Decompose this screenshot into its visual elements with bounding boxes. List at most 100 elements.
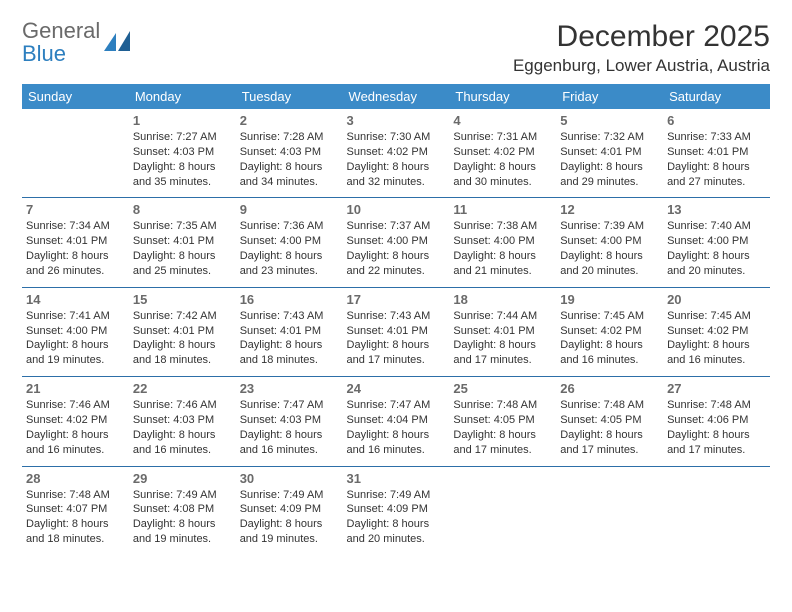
calendar-cell: 31Sunrise: 7:49 AMSunset: 4:09 PMDayligh… (343, 466, 450, 555)
calendar-cell: 11Sunrise: 7:38 AMSunset: 4:00 PMDayligh… (449, 198, 556, 287)
sunrise-line: Sunrise: 7:30 AM (347, 130, 446, 145)
logo-text-general: General (22, 18, 100, 43)
sunrise-line: Sunrise: 7:42 AM (133, 309, 232, 324)
calendar-table: Sunday Monday Tuesday Wednesday Thursday… (22, 84, 770, 555)
calendar-cell (556, 466, 663, 555)
daylight-line: Daylight: 8 hours and 25 minutes. (133, 249, 232, 279)
calendar-week-row: 21Sunrise: 7:46 AMSunset: 4:02 PMDayligh… (22, 377, 770, 466)
calendar-cell: 14Sunrise: 7:41 AMSunset: 4:00 PMDayligh… (22, 287, 129, 376)
day-number: 5 (560, 113, 659, 128)
day-number: 23 (240, 381, 339, 396)
calendar-cell: 28 Sunrise: 7:48 AMSunset: 4:07 PMDayligh… (22, 466, 129, 555)
day-number: 7 (26, 202, 125, 217)
calendar-cell: 19Sunrise: 7:45 AMSunset: 4:02 PMDayligh… (556, 287, 663, 376)
calendar-cell (449, 466, 556, 555)
day-number: 18 (453, 292, 552, 307)
day-number: 1 (133, 113, 232, 128)
daylight-line: Daylight: 8 hours and 16 minutes. (133, 428, 232, 458)
calendar-cell: 29Sunrise: 7:49 AMSunset: 4:08 PMDayligh… (129, 466, 236, 555)
sunrise-line: Sunrise: 7:41 AM (26, 309, 125, 324)
day-number: 16 (240, 292, 339, 307)
dayhead-saturday: Saturday (663, 84, 770, 109)
daylight-line: Daylight: 8 hours and 26 minutes. (26, 249, 125, 279)
daylight-line: Daylight: 8 hours and 20 minutes. (667, 249, 766, 279)
calendar-cell: 18Sunrise: 7:44 AMSunset: 4:01 PMDayligh… (449, 287, 556, 376)
logo: General Blue (22, 20, 132, 66)
day-number: 27 (667, 381, 766, 396)
calendar-cell: 30Sunrise: 7:49 AMSunset: 4:09 PMDayligh… (236, 466, 343, 555)
dayhead-thursday: Thursday (449, 84, 556, 109)
sunrise-line: Sunrise: 7:49 AM (347, 488, 446, 503)
daylight-line: Daylight: 8 hours and 17 minutes. (347, 338, 446, 368)
sunrise-line: Sunrise: 7:48 AM (560, 398, 659, 413)
sunrise-line: Sunrise: 7:45 AM (667, 309, 766, 324)
daylight-line: Daylight: 8 hours and 17 minutes. (560, 428, 659, 458)
sunrise-line: Sunrise: 7:46 AM (133, 398, 232, 413)
day-number: 9 (240, 202, 339, 217)
daylight-line: Daylight: 8 hours and 16 minutes. (560, 338, 659, 368)
day-number: 4 (453, 113, 552, 128)
day-number: 22 (133, 381, 232, 396)
daylight-line: Daylight: 8 hours and 16 minutes. (347, 428, 446, 458)
daylight-line: Daylight: 8 hours and 17 minutes. (453, 428, 552, 458)
daylight-line: Daylight: 8 hours and 23 minutes. (240, 249, 339, 279)
daylight-line: Daylight: 8 hours and 27 minutes. (667, 160, 766, 190)
day-number: 28 (26, 471, 125, 486)
calendar-cell: 23Sunrise: 7:47 AMSunset: 4:03 PMDayligh… (236, 377, 343, 466)
sunset-line: Sunset: 4:00 PM (26, 324, 125, 339)
day-number: 3 (347, 113, 446, 128)
calendar-cell: 4 Sunrise: 7:31 AMSunset: 4:02 PMDaylight… (449, 109, 556, 198)
location: Eggenburg, Lower Austria, Austria (513, 56, 770, 76)
calendar-cell: 2Sunrise: 7:28 AMSunset: 4:03 PMDaylight… (236, 109, 343, 198)
sunset-line: Sunset: 4:00 PM (240, 234, 339, 249)
sunset-line: Sunset: 4:07 PM (26, 502, 125, 517)
sunrise-line: Sunrise: 7:38 AM (453, 219, 552, 234)
sunset-line: Sunset: 4:01 PM (347, 324, 446, 339)
sunset-line: Sunset: 4:08 PM (133, 502, 232, 517)
calendar-cell: 1Sunrise: 7:27 AMSunset: 4:03 PMDaylight… (129, 109, 236, 198)
sunrise-line: Sunrise: 7:49 AM (240, 488, 339, 503)
sunset-line: Sunset: 4:01 PM (667, 145, 766, 160)
sunrise-line: Sunrise: 7:47 AM (347, 398, 446, 413)
day-number: 2 (240, 113, 339, 128)
day-number: 30 (240, 471, 339, 486)
sunrise-line: Sunrise: 7:27 AM (133, 130, 232, 145)
calendar-week-row: 7Sunrise: 7:34 AMSunset: 4:01 PMDaylight… (22, 198, 770, 287)
calendar-cell: 12Sunrise: 7:39 AMSunset: 4:00 PMDayligh… (556, 198, 663, 287)
sunset-line: Sunset: 4:01 PM (133, 324, 232, 339)
title-block: December 2025 Eggenburg, Lower Austria, … (513, 20, 770, 76)
calendar-cell: 5Sunrise: 7:32 AMSunset: 4:01 PMDaylight… (556, 109, 663, 198)
calendar-cell: 17Sunrise: 7:43 AMSunset: 4:01 PMDayligh… (343, 287, 450, 376)
sunrise-line: Sunrise: 7:37 AM (347, 219, 446, 234)
sunrise-line: Sunrise: 7:32 AM (560, 130, 659, 145)
calendar-cell (663, 466, 770, 555)
sunset-line: Sunset: 4:02 PM (453, 145, 552, 160)
sunrise-line: Sunrise: 7:40 AM (667, 219, 766, 234)
calendar-cell: 24Sunrise: 7:47 AMSunset: 4:04 PMDayligh… (343, 377, 450, 466)
calendar-cell: 7Sunrise: 7:34 AMSunset: 4:01 PMDaylight… (22, 198, 129, 287)
day-number: 15 (133, 292, 232, 307)
sunset-line: Sunset: 4:01 PM (560, 145, 659, 160)
sunrise-line: Sunrise: 7:46 AM (26, 398, 125, 413)
sunset-line: Sunset: 4:05 PM (453, 413, 552, 428)
sunset-line: Sunset: 4:00 PM (453, 234, 552, 249)
sunrise-line: Sunrise: 7:47 AM (240, 398, 339, 413)
daylight-line: Daylight: 8 hours and 18 minutes. (26, 517, 125, 547)
daylight-line: Daylight: 8 hours and 17 minutes. (453, 338, 552, 368)
sunset-line: Sunset: 4:09 PM (240, 502, 339, 517)
sunrise-line: Sunrise: 7:31 AM (453, 130, 552, 145)
daylight-line: Daylight: 8 hours and 18 minutes. (240, 338, 339, 368)
day-number: 6 (667, 113, 766, 128)
calendar-cell: 10Sunrise: 7:37 AMSunset: 4:00 PMDayligh… (343, 198, 450, 287)
sunset-line: Sunset: 4:00 PM (667, 234, 766, 249)
sunrise-line: Sunrise: 7:36 AM (240, 219, 339, 234)
daylight-line: Daylight: 8 hours and 19 minutes. (26, 338, 125, 368)
day-number: 8 (133, 202, 232, 217)
day-number: 26 (560, 381, 659, 396)
daylight-line: Daylight: 8 hours and 30 minutes. (453, 160, 552, 190)
daylight-line: Daylight: 8 hours and 17 minutes. (667, 428, 766, 458)
day-number: 24 (347, 381, 446, 396)
sunrise-line: Sunrise: 7:48 AM (26, 488, 125, 503)
sunrise-line: Sunrise: 7:49 AM (133, 488, 232, 503)
dayhead-tuesday: Tuesday (236, 84, 343, 109)
